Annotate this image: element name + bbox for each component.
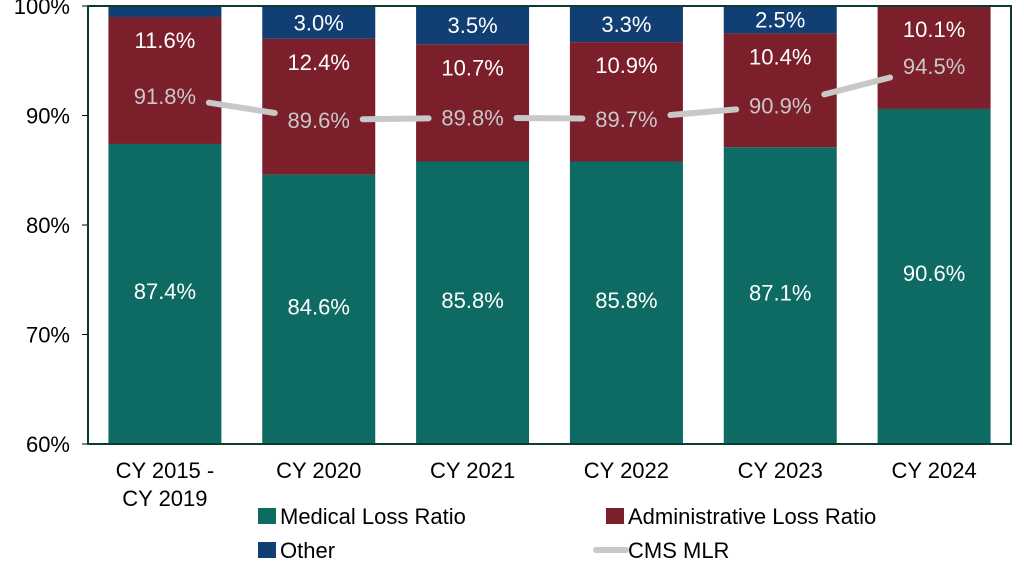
bar-segment-medical-loss-ratio [108,143,222,444]
segment-data-label: 87.1% [749,281,811,306]
bar-segment-medical-loss-ratio [877,108,991,445]
segment-data-label: 84.6% [288,295,350,320]
x-category-label: CY 2020 [276,458,361,483]
bar-segment-other [723,6,837,34]
bar-segment-administrative-loss-ratio [262,38,376,175]
bar-segment-administrative-loss-ratio [108,16,222,144]
x-category-label: CY 2015 - [116,458,215,483]
segment-data-label: 10.1% [903,17,965,42]
bar-segment-other [108,6,222,17]
legend-swatch [258,542,276,558]
segment-data-label: 11.6% [135,28,196,53]
segment-data-label: 87.4% [134,279,196,304]
bar-segment-medical-loss-ratio [723,147,837,444]
legend-swatch [258,508,276,524]
segment-data-label: 10.4% [749,44,811,69]
x-category-label: CY 2022 [584,458,669,483]
cms-mlr-data-label: 90.9% [749,94,811,119]
cms-mlr-data-label: 89.8% [441,106,503,131]
x-category-label: CY 2023 [738,458,823,483]
segment-data-label: 85.8% [441,288,503,313]
cms-mlr-line-segment [821,74,894,98]
bar-segment-administrative-loss-ratio [416,44,530,162]
y-tick-label: 80% [26,213,70,238]
legend-label: CMS MLR [628,538,729,563]
y-tick-label: 90% [26,104,70,129]
legend-swatch [606,508,624,524]
bar-segment-other [569,6,683,43]
bar-segment-other [416,6,530,45]
cms-mlr-data-label: 94.5% [903,54,965,79]
bar-segment-medical-loss-ratio [569,161,683,445]
segment-data-label: 2.5% [755,8,805,33]
bar-segment-administrative-loss-ratio [723,33,837,148]
segment-data-label: 12.4% [288,50,350,75]
cms-mlr-line-segment [667,106,740,119]
cms-mlr-line-segment [359,115,432,123]
cms-mlr-data-label: 91.8% [134,84,196,109]
cms-mlr-line-segment [205,99,278,116]
y-tick-label: 60% [26,432,70,457]
legend-label: Other [280,538,335,563]
legend-label: Medical Loss Ratio [280,504,466,529]
bar-segment-medical-loss-ratio [416,161,530,445]
cms-mlr-data-label: 89.7% [595,107,657,132]
segment-data-label: 10.9% [595,53,657,78]
bar-segment-other [262,6,376,39]
bar-segment-administrative-loss-ratio [569,42,683,162]
bar-segment-administrative-loss-ratio [877,6,991,109]
segment-data-label: 85.8% [595,288,657,313]
legend-label: Administrative Loss Ratio [628,504,876,529]
x-category-label: CY 2019 [122,486,207,511]
y-tick-label: 70% [26,323,70,348]
segment-data-label: 3.0% [294,10,344,35]
plot-area-frame [87,5,1012,445]
segment-data-label: 3.5% [448,13,498,38]
x-category-label: CY 2021 [430,458,515,483]
x-category-label: CY 2024 [891,458,976,483]
segment-data-label: 3.3% [601,12,651,37]
segment-data-label: 90.6% [903,261,965,286]
bar-segment-medical-loss-ratio [262,174,376,444]
y-tick-label: 100% [14,0,70,19]
segment-data-label: 10.7% [441,55,503,80]
cms-mlr-data-label: 89.6% [288,108,350,133]
